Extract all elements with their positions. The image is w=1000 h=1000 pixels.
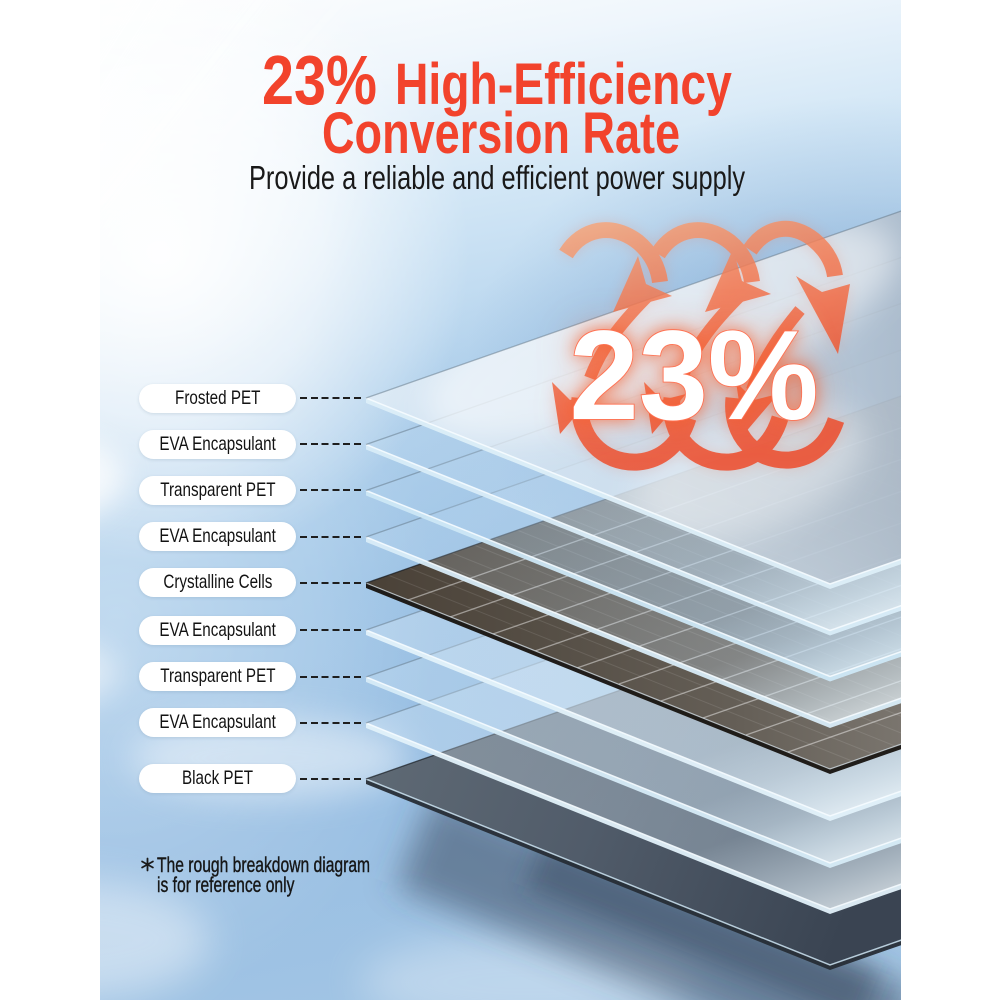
svg-text:23%: 23% xyxy=(570,304,819,446)
